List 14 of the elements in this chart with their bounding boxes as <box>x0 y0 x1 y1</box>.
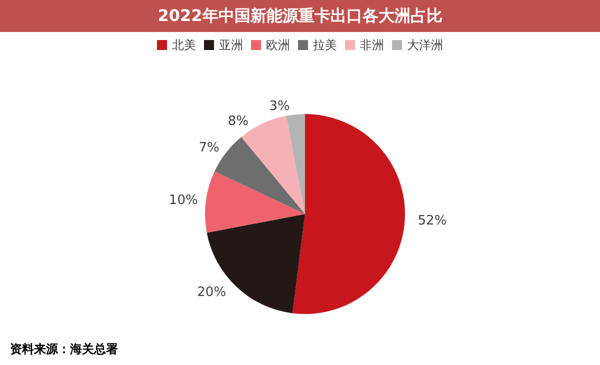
legend-label: 亚洲 <box>219 38 243 52</box>
chart-title: 2022年中国新能源重卡出口各大洲占比 <box>0 0 600 32</box>
data-label: 8% <box>228 114 248 129</box>
legend-label: 非洲 <box>360 38 384 52</box>
legend-label: 北美 <box>172 38 196 52</box>
data-label: 20% <box>197 285 226 300</box>
data-label: 52% <box>418 213 447 228</box>
data-label: 7% <box>198 140 220 156</box>
legend-label: 拉美 <box>313 38 337 52</box>
data-label: 3% <box>269 98 290 114</box>
legend-label: 大洋洲 <box>407 38 443 52</box>
legend-label: 欧洲 <box>266 38 290 52</box>
text: 资料来源：海关总署 <box>10 342 118 356</box>
data-label: 10% <box>168 192 198 208</box>
